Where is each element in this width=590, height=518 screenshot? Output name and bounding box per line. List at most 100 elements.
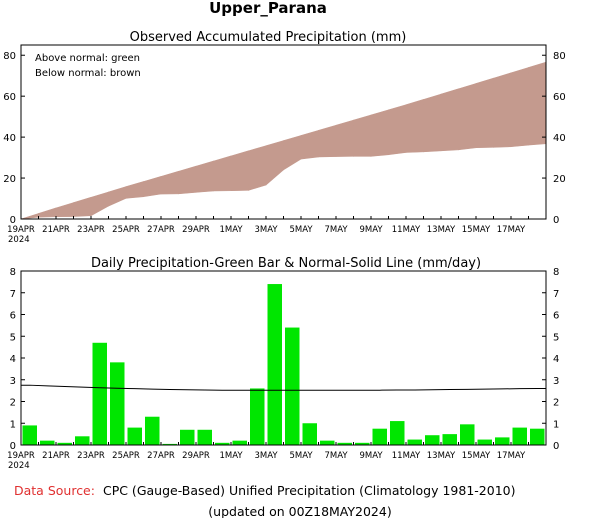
- accum-xtick-label: 5MAY: [289, 225, 313, 235]
- accum-xtick-label: 19APR: [7, 225, 35, 235]
- daily-ytick-label-left: 1: [10, 419, 16, 430]
- accum-shade-segment: [510, 67, 529, 148]
- accum-ytick-label-left: 80: [3, 51, 16, 62]
- daily-xtick-label: 5MAY: [289, 451, 313, 461]
- accum-xtick-label: 11MAY: [392, 225, 421, 235]
- accum-shade-segment: [283, 135, 302, 171]
- daily-panel-title: Daily Precipitation-Green Bar & Normal-S…: [91, 256, 481, 271]
- daily-xtick-label: 3MAY: [254, 451, 278, 461]
- accum-legend-below: Below normal: brown: [35, 68, 141, 79]
- daily-bar: [337, 442, 352, 445]
- accum-shade-segment: [90, 191, 109, 217]
- daily-ytick-label-left: 3: [10, 376, 16, 387]
- accum-axes: 0 0 20 20 40 40 60 60 80 80 19APR 21APR 23APR 25APR 27…: [3, 51, 565, 235]
- accum-shade-segment: [423, 93, 442, 153]
- updated-note: (updated on 00Z18MAY2024): [208, 504, 391, 518]
- daily-xtick-label: 15MAY: [462, 451, 491, 461]
- daily-bar: [442, 434, 457, 445]
- accum-plot: [20, 61, 547, 220]
- daily-bar: [512, 427, 527, 445]
- daily-axes: 0 0 1 1 2 2 3 3 4 4 5 5 6 6 7 7 8 8 19APR 21APR 23APR 25APR 27…: [7, 267, 559, 461]
- daily-ytick-label-right: 8: [553, 267, 559, 278]
- accum-shade-segment: [38, 207, 57, 218]
- daily-ytick-label-left: 5: [10, 332, 16, 343]
- daily-bar: [162, 443, 177, 445]
- accum-shade-segment: [300, 129, 319, 160]
- accum-shade-segment: [55, 202, 74, 218]
- daily-bar: [92, 342, 107, 445]
- data-source-text: CPC (Gauge-Based) Unified Precipitation …: [103, 483, 516, 498]
- daily-bar: [145, 416, 160, 445]
- daily-bar: [57, 442, 72, 445]
- accum-xtick-label: 13MAY: [427, 225, 456, 235]
- accum-ytick-label-right: 20: [553, 174, 566, 185]
- accum-year-label: 2024: [8, 235, 30, 245]
- daily-bar: [180, 429, 195, 445]
- daily-year-label: 2024: [8, 461, 30, 471]
- daily-bar: [232, 440, 247, 445]
- accum-shade-segment: [230, 150, 249, 192]
- accum-shade-segment: [405, 99, 424, 153]
- daily-ytick-label-left: 7: [10, 289, 16, 300]
- accum-shade-segment: [528, 61, 547, 146]
- accum-xtick-label: 23APR: [77, 225, 105, 235]
- daily-ytick-label-right: 2: [553, 398, 559, 409]
- daily-bar: [75, 436, 90, 445]
- accum-xtick-label: 1MAY: [219, 225, 243, 235]
- daily-bar: [530, 428, 545, 445]
- accum-xtick-label: 29APR: [182, 225, 210, 235]
- accum-shade-segment: [353, 114, 372, 157]
- accum-ytick-label-left: 20: [3, 174, 16, 185]
- daily-normal-line: [21, 384, 546, 391]
- accum-shade-segment: [265, 140, 284, 186]
- daily-xtick-label: 1MAY: [219, 451, 243, 461]
- daily-ytick-label-right: 0: [553, 441, 559, 452]
- accum-shade-segment: [73, 196, 92, 217]
- accum-xtick-label: 3MAY: [254, 225, 278, 235]
- accum-shade-segment: [440, 88, 459, 152]
- daily-xtick-label: 19APR: [7, 451, 35, 461]
- daily-bar: [390, 421, 405, 445]
- accum-ytick-label-right: 80: [553, 51, 566, 62]
- accum-xtick-label: 17MAY: [497, 225, 526, 235]
- daily-bar: [425, 435, 440, 445]
- accum-ytick-label-left: 0: [10, 215, 16, 226]
- daily-xtick-label: 13MAY: [427, 451, 456, 461]
- data-source-line: Data Source: CPC (Gauge-Based) Unified Pr…: [14, 483, 516, 498]
- daily-xtick-label: 17MAY: [497, 451, 526, 461]
- accum-shade-segment: [370, 109, 389, 157]
- main-title: Upper_Parana: [209, 0, 327, 17]
- daily-ytick-label-right: 3: [553, 376, 559, 387]
- accum-shade-segment: [318, 124, 337, 158]
- daily-bar: [110, 362, 125, 445]
- accum-shade-segment: [125, 181, 144, 199]
- daily-xtick-label: 11MAY: [392, 451, 421, 461]
- accum-xtick-label: 27APR: [147, 225, 175, 235]
- daily-xtick-label: 9MAY: [359, 451, 383, 461]
- accum-shade-segment: [160, 170, 179, 195]
- daily-ytick-label-left: 2: [10, 398, 16, 409]
- daily-bar: [477, 439, 492, 445]
- accum-shade-segment: [475, 77, 494, 149]
- daily-ytick-label-left: 8: [10, 267, 16, 278]
- accum-ytick-label-right: 0: [553, 215, 559, 226]
- accum-xtick-label: 21APR: [42, 225, 70, 235]
- daily-ytick-label-left: 0: [10, 441, 16, 452]
- accum-shade-segment: [143, 176, 162, 198]
- accum-ytick-label-left: 60: [3, 92, 16, 103]
- daily-bar: [372, 428, 387, 445]
- daily-bar: [355, 442, 370, 445]
- accum-legend-above: Above normal: green: [35, 53, 140, 64]
- daily-bar: [302, 423, 317, 445]
- daily-ytick-label-left: 4: [10, 354, 16, 365]
- daily-ytick-label-right: 6: [553, 311, 559, 322]
- daily-bar: [460, 424, 475, 445]
- accum-panel-title: Observed Accumulated Precipitation (mm): [130, 30, 407, 45]
- daily-bar: [215, 442, 230, 445]
- daily-xtick-label: 29APR: [182, 451, 210, 461]
- daily-xtick-label: 23APR: [77, 451, 105, 461]
- daily-ytick-label-right: 1: [553, 419, 559, 430]
- daily-xtick-label: 25APR: [112, 451, 140, 461]
- accum-shade-segment: [108, 186, 127, 207]
